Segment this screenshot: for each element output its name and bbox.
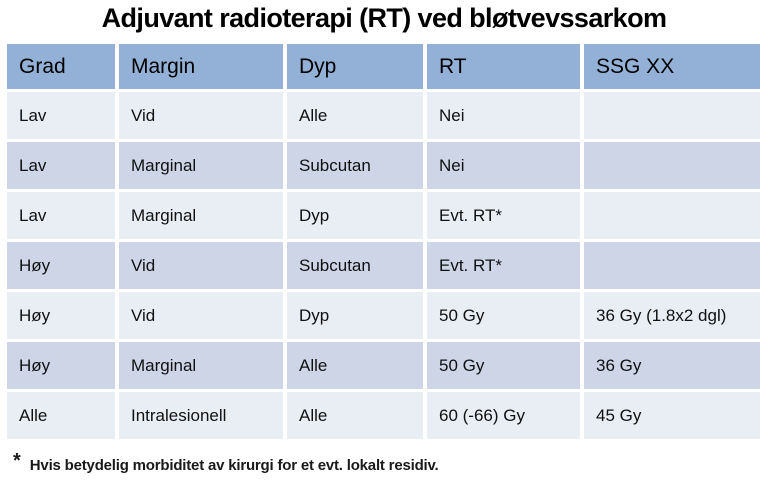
- table-cell: Evt. RT*: [427, 192, 580, 239]
- table-cell: Dyp: [287, 292, 423, 339]
- column-header-grad: Grad: [7, 44, 115, 89]
- table-cell: Alle: [287, 392, 423, 439]
- table-cell: Subcutan: [287, 142, 423, 189]
- table-cell: Lav: [7, 92, 115, 139]
- table-cell: Subcutan: [287, 242, 423, 289]
- column-header-rt: RT: [427, 44, 580, 89]
- column-header-dyp: Dyp: [287, 44, 423, 89]
- table-cell: Marginal: [119, 342, 283, 389]
- table-cell: Alle: [7, 392, 115, 439]
- table-cell: 36 Gy (1.8x2 dgl): [584, 292, 760, 339]
- table-cell: Alle: [287, 342, 423, 389]
- table-cell: Evt. RT*: [427, 242, 580, 289]
- table-cell: Vid: [119, 292, 283, 339]
- table-row: Høy Marginal Alle 50 Gy 36 Gy: [7, 342, 760, 389]
- column-header-ssg-xx: SSG XX: [584, 44, 760, 89]
- table-cell: 60 (-66) Gy: [427, 392, 580, 439]
- table-row: Alle Intralesionell Alle 60 (-66) Gy 45 …: [7, 392, 760, 439]
- table-cell: Alle: [287, 92, 423, 139]
- radiotherapy-table: Grad Margin Dyp RT SSG XX Lav Vid Alle N…: [3, 41, 764, 442]
- table-cell: 50 Gy: [427, 342, 580, 389]
- table-cell: Vid: [119, 92, 283, 139]
- table-cell: Høy: [7, 242, 115, 289]
- table-cell: Marginal: [119, 142, 283, 189]
- table-cell: Nei: [427, 142, 580, 189]
- table-cell: 45 Gy: [584, 392, 760, 439]
- table-cell: [584, 192, 760, 239]
- table-cell: [584, 242, 760, 289]
- table-cell: Lav: [7, 142, 115, 189]
- table-row: Lav Marginal Subcutan Nei: [7, 142, 760, 189]
- table-cell: Dyp: [287, 192, 423, 239]
- table-header-row: Grad Margin Dyp RT SSG XX: [7, 44, 760, 89]
- table-row: Høy Vid Dyp 50 Gy 36 Gy (1.8x2 dgl): [7, 292, 760, 339]
- table-cell: 36 Gy: [584, 342, 760, 389]
- table-row: Høy Vid Subcutan Evt. RT*: [7, 242, 760, 289]
- table-cell: Lav: [7, 192, 115, 239]
- table-row: Lav Vid Alle Nei: [7, 92, 760, 139]
- table-cell: Høy: [7, 342, 115, 389]
- footnote: * Hvis betydelig morbiditet av kirurgi fo…: [13, 450, 439, 476]
- table-cell: Intralesionell: [119, 392, 283, 439]
- table-cell: [584, 92, 760, 139]
- table-cell: [584, 142, 760, 189]
- table-cell: Høy: [7, 292, 115, 339]
- table-cell: Vid: [119, 242, 283, 289]
- table-cell: Marginal: [119, 192, 283, 239]
- table-cell: 50 Gy: [427, 292, 580, 339]
- footnote-asterisk: *: [13, 450, 21, 472]
- slide-title: Adjuvant radioterapi (RT) ved bløtvevssa…: [101, 3, 667, 33]
- table-cell: Nei: [427, 92, 580, 139]
- table-row: Lav Marginal Dyp Evt. RT*: [7, 192, 760, 239]
- column-header-margin: Margin: [119, 44, 283, 89]
- footnote-text: Hvis betydelig morbiditet av kirurgi for…: [29, 457, 439, 474]
